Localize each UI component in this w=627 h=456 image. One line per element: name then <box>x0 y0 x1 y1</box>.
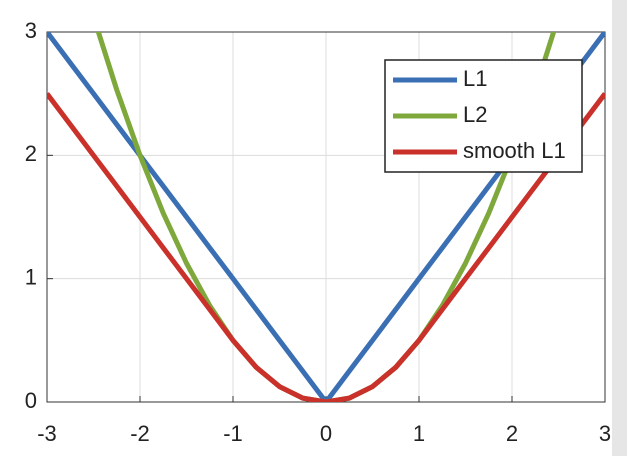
x-tick-label: 0 <box>320 421 332 446</box>
x-tick-label: 2 <box>506 421 518 446</box>
y-tick-label: 0 <box>25 388 37 413</box>
x-tick-label: -1 <box>223 421 243 446</box>
x-tick-label: 3 <box>599 421 611 446</box>
y-tick-label: 2 <box>25 141 37 166</box>
x-tick-label: -2 <box>130 421 150 446</box>
legend-label: L2 <box>463 102 487 127</box>
x-tick-label: 1 <box>413 421 425 446</box>
y-tick-label: 3 <box>25 18 37 43</box>
series-line <box>47 92 605 402</box>
scrollbar-strip <box>612 0 627 456</box>
legend-label: smooth L1 <box>463 138 566 163</box>
x-tick-label: -3 <box>37 421 57 446</box>
y-tick-label: 1 <box>25 264 37 289</box>
legend-label: L1 <box>463 66 487 91</box>
